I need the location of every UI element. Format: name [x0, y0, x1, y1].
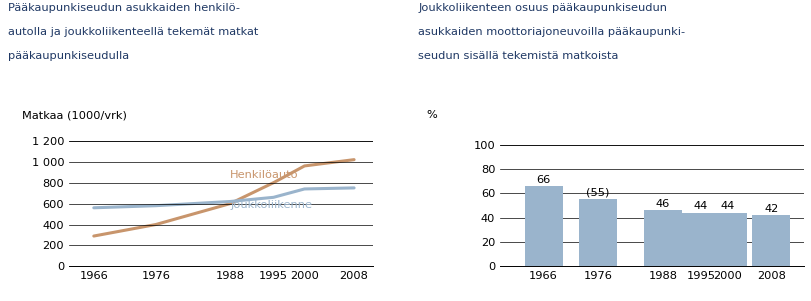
- Text: Henkilöauto: Henkilöauto: [230, 170, 298, 181]
- Text: Pääkaupunkiseudun asukkaiden henkilö-: Pääkaupunkiseudun asukkaiden henkilö-: [8, 3, 240, 13]
- Text: %: %: [426, 110, 436, 120]
- Text: 66: 66: [536, 175, 550, 185]
- Text: 44: 44: [720, 201, 734, 211]
- Text: 46: 46: [655, 199, 669, 209]
- Text: Joukkoliikenne: Joukkoliikenne: [230, 200, 311, 210]
- Bar: [524, 186, 562, 266]
- Text: asukkaiden moottoriajoneuvoilla pääkaupunki-: asukkaiden moottoriajoneuvoilla pääkaupu…: [418, 27, 684, 37]
- Text: 44: 44: [693, 201, 707, 211]
- Bar: [752, 215, 789, 266]
- Bar: [643, 210, 681, 266]
- Text: pääkaupunkiseudulla: pääkaupunkiseudulla: [8, 51, 129, 61]
- Text: Matkaa (1000/vrk): Matkaa (1000/vrk): [22, 110, 127, 120]
- Text: 42: 42: [763, 204, 778, 214]
- Bar: [681, 213, 719, 266]
- Text: autolla ja joukkoliikenteellä tekemät matkat: autolla ja joukkoliikenteellä tekemät ma…: [8, 27, 258, 37]
- Text: seudun sisällä tekemistä matkoista: seudun sisällä tekemistä matkoista: [418, 51, 618, 61]
- Bar: [708, 213, 746, 266]
- Text: (55): (55): [586, 188, 609, 198]
- Text: Joukkoliikenteen osuus pääkaupunkiseudun: Joukkoliikenteen osuus pääkaupunkiseudun: [418, 3, 667, 13]
- Bar: [578, 200, 616, 266]
